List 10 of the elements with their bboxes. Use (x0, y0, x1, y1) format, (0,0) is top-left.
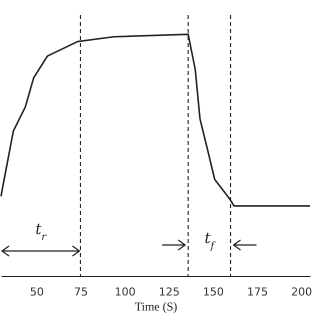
x-tick-label: 75 (74, 286, 88, 298)
x-tick-label: 150 (202, 286, 224, 298)
x-tick-label: 125 (158, 286, 180, 298)
x-tick-label: 50 (30, 286, 44, 298)
x-tick-label: 175 (247, 286, 268, 298)
annotation: t$_{f}$ (204, 229, 217, 252)
annotation: t$_{r}$ (35, 220, 48, 242)
x-axis-title: Time (S) (134, 300, 178, 314)
x-tick-label: 200 (291, 286, 312, 298)
x-tick-label: 100 (114, 286, 136, 298)
